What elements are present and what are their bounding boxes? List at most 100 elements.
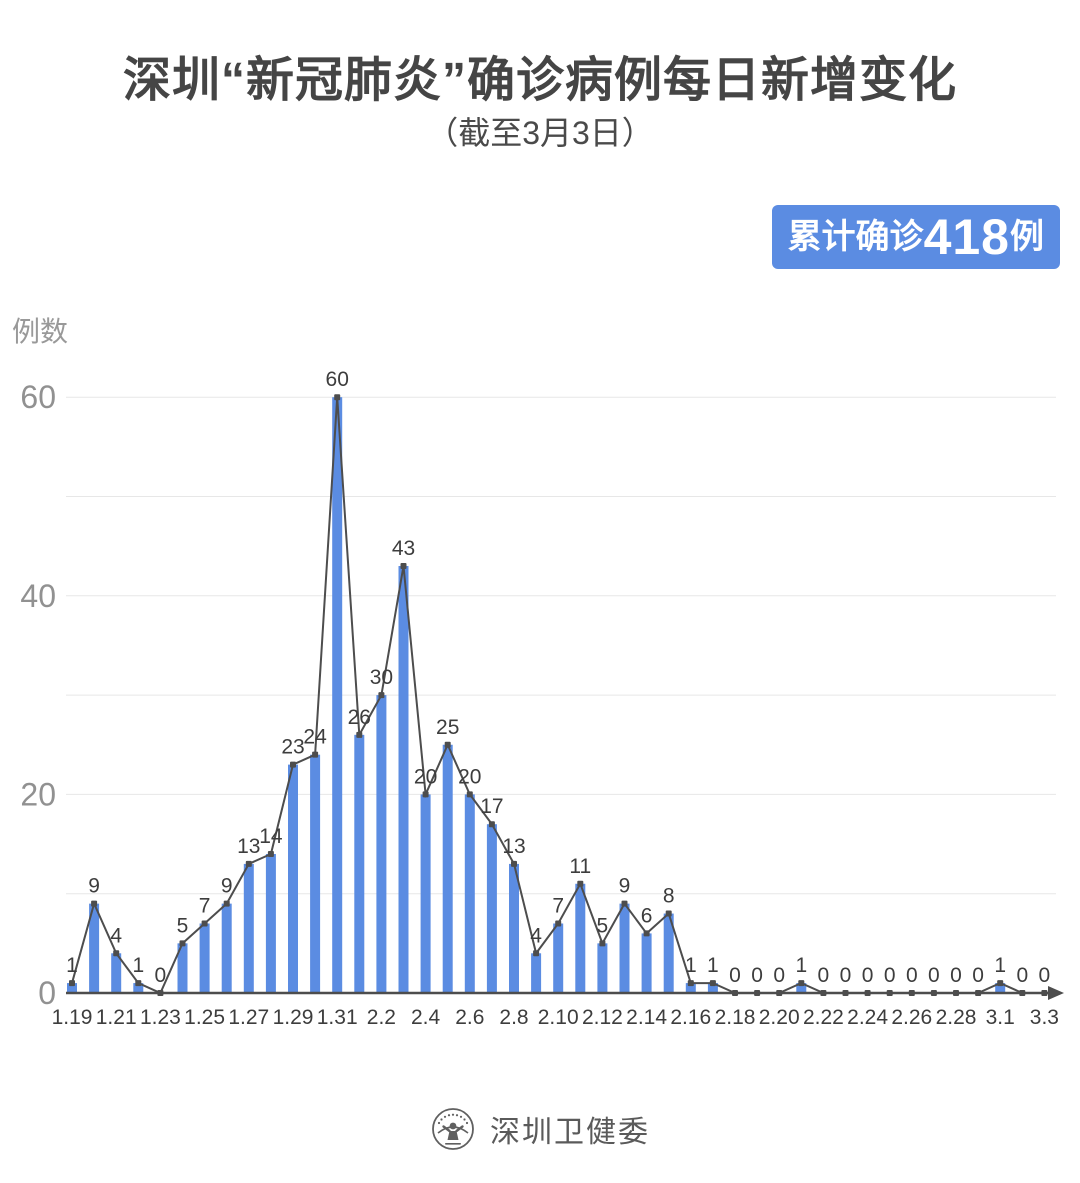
value-label: 13 xyxy=(502,835,525,858)
point-marker xyxy=(400,563,407,570)
point-marker xyxy=(113,950,120,957)
value-label: 0 xyxy=(818,964,830,987)
value-label: 60 xyxy=(326,368,349,391)
value-label: 0 xyxy=(1016,964,1028,987)
footer: 深圳卫健委 xyxy=(0,1106,1080,1152)
bar xyxy=(243,863,254,993)
point-marker xyxy=(334,394,341,401)
x-tick-label: 3.3 xyxy=(1030,1006,1059,1029)
point-marker xyxy=(135,980,142,987)
point-marker xyxy=(665,910,672,917)
bar xyxy=(420,794,431,993)
bar xyxy=(597,943,608,993)
y-axis-labels: 0 20 40 60 xyxy=(20,379,56,1011)
value-label: 0 xyxy=(950,964,962,987)
value-label: 1 xyxy=(795,954,807,977)
bar xyxy=(177,943,188,993)
bar xyxy=(641,933,652,993)
bar xyxy=(89,903,100,993)
bar xyxy=(376,695,387,993)
value-label: 1 xyxy=(707,954,719,977)
x-axis-arrow-icon xyxy=(1048,986,1064,1000)
x-axis-labels: 1.19 1.21 1.23 1.25 1.27 1.29 1.31 2.2 2.4 2.6 2.8… xyxy=(52,1006,1059,1029)
point-marker xyxy=(798,980,805,987)
bar xyxy=(685,983,696,993)
value-label: 30 xyxy=(370,666,393,689)
point-marker xyxy=(223,900,230,907)
bar xyxy=(199,923,210,993)
value-label: 0 xyxy=(906,964,918,987)
x-tick-label: 2.4 xyxy=(411,1006,441,1029)
value-label: 0 xyxy=(773,964,785,987)
bar xyxy=(575,883,586,993)
bar xyxy=(265,853,276,993)
point-marker xyxy=(267,850,274,857)
point-marker xyxy=(687,980,694,987)
point-marker xyxy=(466,791,473,798)
value-label: 8 xyxy=(663,885,675,908)
page-subtitle: （截至3月3日） xyxy=(426,115,654,151)
footer-source-label: 深圳卫健委 xyxy=(490,1116,650,1149)
y-tick-label: 20 xyxy=(20,776,56,812)
value-label: 0 xyxy=(862,964,874,987)
point-marker xyxy=(533,950,540,957)
bar xyxy=(619,903,630,993)
x-tick-label: 1.27 xyxy=(228,1006,269,1029)
point-marker xyxy=(511,860,517,867)
value-label: 5 xyxy=(597,914,609,937)
point-marker xyxy=(69,980,75,987)
value-label: 0 xyxy=(928,964,940,987)
point-marker xyxy=(444,741,451,748)
value-label: 1 xyxy=(66,954,78,977)
point-marker xyxy=(245,860,252,867)
y-tick-label: 40 xyxy=(20,578,56,614)
value-label: 6 xyxy=(641,904,653,927)
x-tick-label: 2.14 xyxy=(626,1006,667,1029)
point-marker xyxy=(312,751,319,758)
bar xyxy=(332,397,343,993)
x-tick-label: 2.20 xyxy=(759,1006,800,1029)
x-tick-label: 2.10 xyxy=(538,1006,579,1029)
shenzhen-health-commission-logo-icon xyxy=(432,1108,474,1150)
value-label: 13 xyxy=(237,835,260,858)
x-tick-label: 2.16 xyxy=(670,1006,711,1029)
value-label: 7 xyxy=(552,894,564,917)
point-marker xyxy=(201,920,208,927)
x-tick-label: 3.1 xyxy=(986,1006,1015,1029)
point-marker xyxy=(378,692,385,699)
x-tick-label: 2.8 xyxy=(499,1006,528,1029)
bar xyxy=(509,863,519,993)
x-tick-label: 1.19 xyxy=(52,1006,93,1029)
x-tick-label: 2.28 xyxy=(936,1006,977,1029)
bar xyxy=(221,903,232,993)
x-tick-label: 2.18 xyxy=(715,1006,756,1029)
x-tick-label: 2.2 xyxy=(367,1006,396,1029)
y-tick-label: 60 xyxy=(20,379,56,415)
bar xyxy=(442,744,453,993)
value-label: 0 xyxy=(729,964,741,987)
point-marker xyxy=(577,880,584,887)
page-title: 深圳“新冠肺炎”确诊病例每日新增变化 xyxy=(122,54,957,107)
bar xyxy=(310,754,321,993)
point-marker xyxy=(91,900,98,907)
bar xyxy=(707,983,718,993)
x-tick-label: 2.6 xyxy=(455,1006,484,1029)
point-marker xyxy=(621,900,628,907)
point-marker xyxy=(997,980,1004,987)
point-marker xyxy=(709,980,716,987)
value-label: 0 xyxy=(972,964,984,987)
bar-series xyxy=(67,397,1006,993)
bar xyxy=(464,794,475,993)
point-marker xyxy=(356,731,363,738)
value-label: 11 xyxy=(569,855,591,878)
value-label: 0 xyxy=(1039,964,1051,987)
bar xyxy=(133,983,144,993)
bar xyxy=(288,764,298,993)
value-label: 0 xyxy=(155,964,167,987)
x-tick-label: 1.31 xyxy=(317,1006,358,1029)
x-tick-label: 2.24 xyxy=(847,1006,888,1029)
point-marker xyxy=(555,920,562,927)
x-tick-label: 1.25 xyxy=(184,1006,225,1029)
value-label: 1 xyxy=(994,954,1006,977)
